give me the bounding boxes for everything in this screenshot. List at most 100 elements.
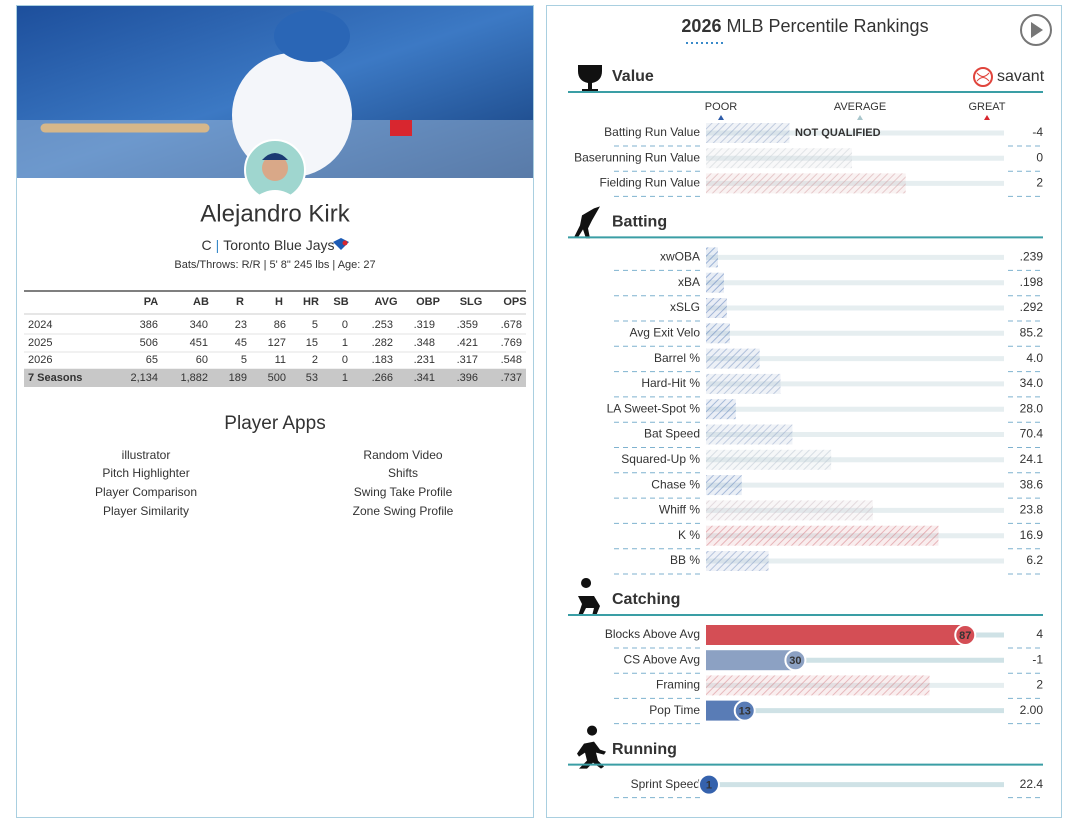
- percentile-bar: [706, 525, 939, 546]
- stat-cell: .548: [501, 354, 522, 366]
- stat-cell: .769: [501, 337, 522, 349]
- column-header: PA: [144, 296, 159, 308]
- app-link[interactable]: Zone Swing Profile: [353, 504, 454, 518]
- metric-value: -1: [1032, 652, 1043, 666]
- scale-label: POOR: [705, 101, 737, 113]
- player-team-line: C | Toronto Blue Jays: [201, 237, 334, 253]
- stat-cell: .253: [372, 319, 393, 331]
- percentile-badge: [697, 773, 720, 796]
- player-bio: Bats/Throws: R/R | 5' 8" 245 lbs | Age: …: [174, 259, 375, 271]
- apps-list: illustrator Pitch Highlighter Player Compa…: [95, 448, 454, 518]
- percentile-bar: [706, 449, 832, 470]
- app-link[interactable]: Swing Take Profile: [354, 485, 453, 499]
- metric-name: Baserunning Run Value: [574, 150, 700, 164]
- app-link[interactable]: Player Similarity: [103, 504, 189, 518]
- stat-cell: .359: [457, 319, 478, 331]
- percentile-label: 87: [959, 630, 971, 642]
- column-header: SB: [333, 296, 348, 308]
- scale-arrow: [718, 115, 724, 120]
- metric-name: Sprint Speed: [631, 777, 700, 791]
- percentile-bar: [706, 551, 769, 571]
- metric-name: LA Sweet-Spot %: [607, 401, 701, 415]
- app-link[interactable]: illustrator: [122, 448, 171, 462]
- section-title: Value: [612, 68, 654, 85]
- column-header: AVG: [374, 296, 397, 308]
- column-header: SLG: [460, 296, 483, 308]
- metric-name: Chase %: [651, 477, 700, 491]
- column-header: HR: [303, 296, 319, 308]
- stat-cell: 2: [312, 354, 318, 366]
- row-season: 2024: [28, 319, 52, 331]
- metric-value: 70.4: [1020, 427, 1044, 441]
- avatar-cap: [262, 153, 288, 160]
- total-row-bg: [24, 369, 526, 387]
- stat-cell: .282: [372, 337, 393, 349]
- column-header: OPS: [503, 296, 526, 308]
- metric-value: 6.2: [1026, 553, 1043, 567]
- metric-name: Whiff %: [659, 503, 700, 517]
- percentile-bar: [706, 323, 730, 344]
- rankings-title-text: MLB Percentile Rankings: [726, 16, 928, 36]
- play-icon[interactable]: [1031, 22, 1043, 38]
- stat-cell: 340: [190, 319, 208, 331]
- percentile-bar: [706, 272, 724, 293]
- metric-name: Hard-Hit %: [641, 376, 700, 390]
- metric-name: Squared-Up %: [621, 452, 700, 466]
- player-team: Toronto Blue Jays: [223, 237, 334, 253]
- app-link[interactable]: Shifts: [388, 466, 418, 480]
- row-season: 2025: [28, 337, 52, 349]
- metric-value: 2.00: [1020, 703, 1044, 717]
- percentile-bar: [706, 298, 727, 318]
- rankings-season: 2026: [681, 16, 721, 36]
- metric-name: Blocks Above Avg: [605, 627, 700, 641]
- apps-title: Player Apps: [224, 413, 325, 434]
- metric-value: 23.8: [1020, 503, 1044, 517]
- metric-name: CS Above Avg: [624, 652, 701, 666]
- scale-arrow: [984, 115, 990, 120]
- play-button[interactable]: [1020, 14, 1052, 46]
- metric-name: Bat Speed: [644, 427, 700, 441]
- stats-table: PA AB R H HR SB AVG OBP SLG OPS 2024 386 340 23 86 5 0 .2…: [24, 296, 527, 387]
- player-position: C: [201, 237, 211, 253]
- app-link[interactable]: Pitch Highlighter: [102, 466, 189, 480]
- section-icon: [577, 725, 606, 769]
- metric-value: 4.0: [1026, 351, 1043, 365]
- percentile-badge: [733, 699, 756, 722]
- app-link[interactable]: Player Comparison: [95, 485, 197, 499]
- metric-name: Fielding Run Value: [599, 176, 700, 190]
- stat-cell: 45: [235, 337, 247, 349]
- metric-value: 24.1: [1020, 452, 1044, 466]
- stat-cell: .341: [414, 372, 435, 384]
- stat-cell: .317: [457, 354, 478, 366]
- metric-name: Barrel %: [654, 351, 700, 365]
- percentile-badge: [784, 649, 807, 672]
- stat-cell: .421: [457, 337, 478, 349]
- stat-cell: .737: [501, 372, 522, 384]
- percentile-bar: [706, 399, 736, 420]
- avatar-face: [262, 155, 288, 181]
- stat-cell: 1,882: [180, 372, 208, 384]
- metric-value: 22.4: [1020, 777, 1044, 791]
- app-link[interactable]: Random Video: [363, 448, 442, 462]
- savant-brand: savant: [997, 68, 1045, 85]
- percentile-bar: [706, 148, 853, 169]
- column-header: R: [236, 296, 244, 308]
- metric-name: BB %: [670, 553, 700, 567]
- stat-cell: .396: [457, 372, 478, 384]
- section-title: Batting: [612, 214, 667, 231]
- metric-value: 4: [1036, 627, 1043, 641]
- separator: |: [216, 237, 220, 253]
- percentile-bar: [706, 650, 796, 671]
- metric-note: NOT QUALIFIED: [795, 127, 881, 139]
- metric-value: 85.2: [1020, 325, 1044, 339]
- savant-logo-seam: [976, 72, 990, 82]
- stat-cell: 5: [312, 319, 318, 331]
- metric-name: Batting Run Value: [604, 125, 700, 139]
- rankings-title: 2026 MLB Percentile Rankings: [681, 16, 928, 36]
- column-header: H: [275, 296, 283, 308]
- metric-name: Framing: [656, 678, 700, 692]
- percentile-bar: [706, 348, 760, 369]
- metric-value: 16.9: [1020, 528, 1044, 542]
